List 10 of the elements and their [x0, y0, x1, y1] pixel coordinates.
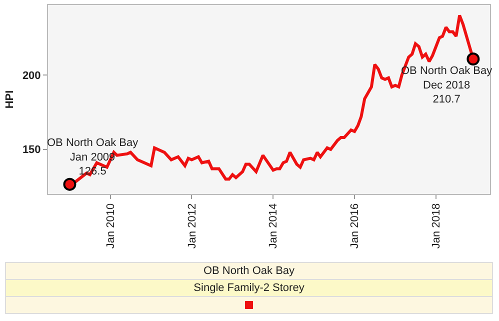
x-tick-label: Jan 2014 [268, 203, 280, 249]
y-axis-title: HPI [4, 90, 16, 109]
legend-title: OB North Oak Bay [6, 262, 492, 280]
x-tick-label: Jan 2012 [186, 203, 198, 249]
x-tick-label: Jan 2016 [349, 203, 362, 249]
y-tick-label: 150 [22, 144, 41, 156]
text: Single Family-2 Storey [6, 280, 492, 296]
x-tick-label: Jan 2010 [104, 203, 117, 249]
y-tick-label: 200 [22, 70, 41, 82]
x-tick-label: Jan 2018 [430, 203, 443, 249]
